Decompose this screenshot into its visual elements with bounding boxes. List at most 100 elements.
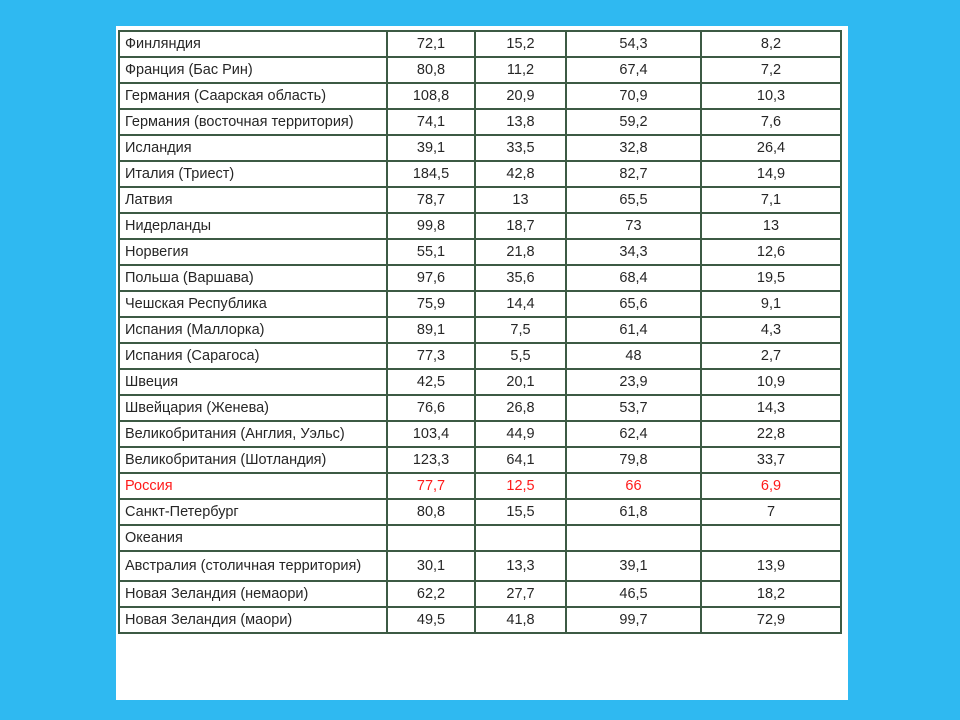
row-label-cell: Испания (Маллорка)	[118, 316, 388, 344]
value-cell: 89,1	[386, 316, 476, 344]
value-cell: 77,7	[386, 472, 476, 500]
value-cell: 19,5	[700, 264, 842, 292]
value-cell: 108,8	[386, 82, 476, 110]
value-cell: 75,9	[386, 290, 476, 318]
table-row: Океания	[118, 524, 842, 552]
value-cell: 14,4	[474, 290, 567, 318]
row-label-cell: Великобритания (Англия, Уэльс)	[118, 420, 388, 448]
value-cell: 7	[700, 498, 842, 526]
value-cell: 48	[565, 342, 702, 370]
value-cell: 184,5	[386, 160, 476, 188]
value-cell: 13,9	[700, 550, 842, 582]
value-cell: 61,8	[565, 498, 702, 526]
value-cell: 42,5	[386, 368, 476, 396]
table-row: Швеция 42,5 20,1 23,9 10,9	[118, 368, 842, 396]
value-cell: 13,3	[474, 550, 567, 582]
row-label-cell: Финляндия	[118, 30, 388, 58]
row-label-cell: Норвегия	[118, 238, 388, 266]
value-cell: 5,5	[474, 342, 567, 370]
value-cell: 62,4	[565, 420, 702, 448]
value-cell: 72,1	[386, 30, 476, 58]
table-row: Швейцария (Женева) 76,6 26,8 53,7 14,3	[118, 394, 842, 422]
value-cell	[700, 524, 842, 552]
value-cell: 77,3	[386, 342, 476, 370]
value-cell: 18,7	[474, 212, 567, 240]
row-label-cell: Италия (Триест)	[118, 160, 388, 188]
table-row: Испания (Сарагоса) 77,3 5,5 48 2,7	[118, 342, 842, 370]
row-label-cell: Германия (восточная территория)	[118, 108, 388, 136]
table-row: Италия (Триест) 184,5 42,8 82,7 14,9	[118, 160, 842, 188]
value-cell: 6,9	[700, 472, 842, 500]
value-cell: 26,4	[700, 134, 842, 162]
value-cell: 7,5	[474, 316, 567, 344]
value-cell: 39,1	[386, 134, 476, 162]
value-cell: 14,3	[700, 394, 842, 422]
data-table: Финляндия 72,1 15,2 54,3 8,2 Франция (Бас Рин…	[118, 30, 842, 634]
value-cell: 39,1	[565, 550, 702, 582]
value-cell: 2,7	[700, 342, 842, 370]
row-label-cell: Новая Зеландия (немаори)	[118, 580, 388, 608]
value-cell: 14,9	[700, 160, 842, 188]
value-cell: 59,2	[565, 108, 702, 136]
value-cell: 7,6	[700, 108, 842, 136]
value-cell: 76,6	[386, 394, 476, 422]
table-row: Франция (Бас Рин) 80,8 11,2 67,4 7,2	[118, 56, 842, 84]
value-cell: 15,2	[474, 30, 567, 58]
value-cell: 13,8	[474, 108, 567, 136]
table-body: Финляндия 72,1 15,2 54,3 8,2 Франция (Бас Рин…	[118, 30, 842, 634]
value-cell: 97,6	[386, 264, 476, 292]
value-cell: 20,1	[474, 368, 567, 396]
value-cell: 15,5	[474, 498, 567, 526]
value-cell: 62,2	[386, 580, 476, 608]
row-label-cell: Германия (Саарская область)	[118, 82, 388, 110]
value-cell: 11,2	[474, 56, 567, 84]
value-cell: 123,3	[386, 446, 476, 474]
value-cell: 79,8	[565, 446, 702, 474]
table-row: Великобритания (Англия, Уэльс) 103,4 44,9 6…	[118, 420, 842, 448]
table-row: Норвегия 55,1 21,8 34,3 12,6	[118, 238, 842, 266]
value-cell: 12,6	[700, 238, 842, 266]
value-cell: 80,8	[386, 56, 476, 84]
value-cell: 82,7	[565, 160, 702, 188]
value-cell: 80,8	[386, 498, 476, 526]
value-cell: 33,7	[700, 446, 842, 474]
table-row: Великобритания (Шотландия) 123,3 64,1 79,8 3…	[118, 446, 842, 474]
row-label-cell: Швейцария (Женева)	[118, 394, 388, 422]
value-cell: 21,8	[474, 238, 567, 266]
value-cell: 61,4	[565, 316, 702, 344]
row-label-cell: Чешская Республика	[118, 290, 388, 318]
table-row: Австралия (столичная территория) 30,1 13,3…	[118, 550, 842, 582]
value-cell: 32,8	[565, 134, 702, 162]
value-cell: 54,3	[565, 30, 702, 58]
row-label-cell: Швеция	[118, 368, 388, 396]
row-label-cell: Испания (Сарагоса)	[118, 342, 388, 370]
value-cell: 46,5	[565, 580, 702, 608]
table-row: Польша (Варшава) 97,6 35,6 68,4 19,5	[118, 264, 842, 292]
value-cell: 20,9	[474, 82, 567, 110]
value-cell: 67,4	[565, 56, 702, 84]
row-label-cell: Польша (Варшава)	[118, 264, 388, 292]
value-cell: 8,2	[700, 30, 842, 58]
value-cell: 10,9	[700, 368, 842, 396]
value-cell: 73	[565, 212, 702, 240]
value-cell: 55,1	[386, 238, 476, 266]
table-row: Санкт-Петербург 80,8 15,5 61,8 7	[118, 498, 842, 526]
value-cell: 13	[474, 186, 567, 214]
value-cell	[565, 524, 702, 552]
table-row: Латвия 78,7 13 65,5 7,1	[118, 186, 842, 214]
row-label-cell: Латвия	[118, 186, 388, 214]
value-cell: 26,8	[474, 394, 567, 422]
table-row: Чешская Республика 75,9 14,4 65,6 9,1	[118, 290, 842, 318]
value-cell: 4,3	[700, 316, 842, 344]
value-cell: 99,8	[386, 212, 476, 240]
value-cell: 103,4	[386, 420, 476, 448]
value-cell	[386, 524, 476, 552]
table-row: Исландия 39,1 33,5 32,8 26,4	[118, 134, 842, 162]
table-row: Германия (Саарская область) 108,8 20,9 70,9…	[118, 82, 842, 110]
value-cell: 99,7	[565, 606, 702, 634]
value-cell	[474, 524, 567, 552]
value-cell: 22,8	[700, 420, 842, 448]
row-label-cell: Исландия	[118, 134, 388, 162]
table-row: Россия 77,7 12,5 66 6,9	[118, 472, 842, 500]
